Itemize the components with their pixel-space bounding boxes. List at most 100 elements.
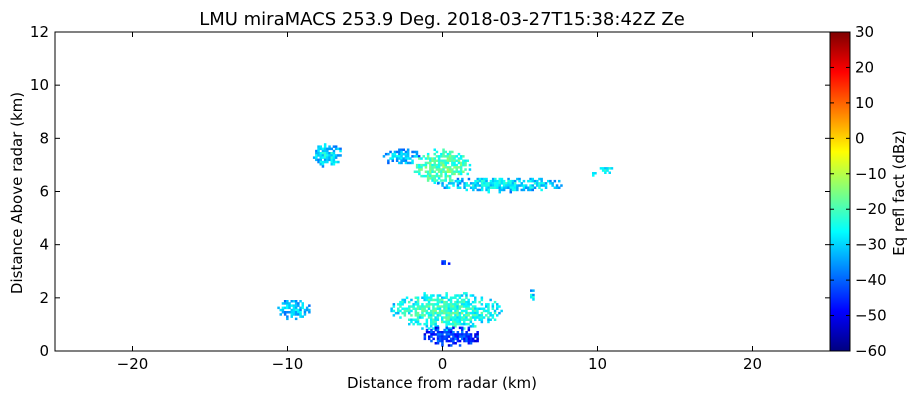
echo-cell: [549, 182, 552, 185]
echo-cell: [505, 184, 508, 187]
echo-cell: [474, 314, 477, 317]
echo-cell: [430, 325, 433, 328]
echo-cell: [434, 325, 437, 328]
echo-cell: [292, 300, 296, 303]
echo-cell: [446, 166, 450, 169]
echo-cell: [456, 311, 459, 315]
echo-cell: [474, 311, 477, 315]
echo-cell: [449, 327, 453, 330]
echo-cell: [478, 314, 481, 317]
echo-cell: [429, 157, 432, 160]
echo-cell: [456, 300, 459, 304]
echo-cell: [467, 177, 471, 181]
echo-cell: [455, 168, 458, 171]
echo-cell: [410, 298, 413, 302]
echo-cell: [412, 322, 415, 326]
echo-cell: [414, 318, 418, 321]
echo-region: [592, 172, 597, 177]
echo-cell: [447, 314, 451, 317]
echo-cell: [465, 184, 468, 187]
echo-cell: [456, 303, 459, 306]
echo-cell: [451, 163, 454, 167]
echo-cell: [294, 306, 298, 310]
echo-cell: [487, 320, 490, 324]
echo-cell: [399, 305, 402, 308]
echo-cell: [290, 311, 293, 314]
echo-cell: [445, 333, 449, 336]
echo-cell: [463, 320, 466, 324]
echo-cell: [452, 331, 455, 334]
echo-cell: [444, 172, 447, 176]
echo-cell: [437, 163, 441, 167]
echo-cell: [442, 161, 445, 165]
echo-cell: [414, 303, 418, 306]
echo-cell: [403, 309, 407, 313]
echo-cell: [294, 304, 298, 307]
echo-cell: [509, 179, 512, 183]
echo-cell: [387, 159, 390, 162]
echo-cell: [454, 179, 457, 183]
echo-cell: [511, 179, 515, 183]
echo-region: [312, 143, 342, 168]
echo-cell: [430, 303, 433, 306]
echo-cell: [458, 305, 462, 308]
echo-cell: [419, 316, 422, 319]
echo-cell: [431, 157, 434, 160]
echo-cell: [443, 260, 446, 263]
echo-cell: [465, 311, 468, 315]
echo-cell: [283, 311, 287, 314]
echo-cell: [453, 159, 456, 162]
echo-cell: [474, 335, 477, 338]
echo-cell: [463, 292, 466, 295]
echo-cell: [436, 300, 440, 304]
echo-cell: [529, 186, 532, 189]
echo-cell: [431, 166, 434, 169]
echo-cell: [442, 152, 445, 156]
echo-cell: [440, 163, 443, 167]
echo-cell: [424, 170, 428, 173]
echo-cell: [467, 335, 471, 338]
echo-cell: [444, 161, 447, 165]
echo-cell: [469, 320, 473, 324]
echo-cell: [444, 163, 447, 167]
echo-cell: [454, 322, 457, 326]
echo-cell: [465, 305, 468, 308]
echo-cell: [529, 188, 532, 192]
echo-cell: [496, 182, 499, 185]
echo-cell: [498, 311, 501, 315]
echo-cell: [288, 302, 291, 305]
echo-cell: [434, 318, 437, 321]
echo-cell: [531, 184, 534, 187]
echo-cell: [472, 337, 475, 341]
echo-cell: [449, 318, 453, 321]
echo-cell: [511, 186, 515, 189]
echo-cell: [279, 313, 282, 316]
echo-cell: [451, 159, 454, 162]
echo-cell: [323, 145, 327, 148]
echo-cell: [516, 177, 519, 181]
echo-cell: [533, 179, 537, 183]
echo-cell: [452, 305, 455, 308]
echo-cell: [294, 311, 298, 314]
echo-cell: [494, 182, 497, 185]
echo-cell: [592, 172, 595, 175]
echo-cell: [286, 315, 289, 318]
echo-cell: [423, 294, 426, 297]
echo-cell: [518, 177, 521, 181]
echo-cell: [425, 296, 429, 299]
echo-cell: [551, 182, 554, 185]
echo-cell: [435, 172, 439, 176]
echo-cell: [516, 186, 519, 189]
echo-cell: [469, 294, 473, 297]
echo-cell: [337, 154, 340, 157]
echo-cell: [406, 152, 410, 156]
echo-cell: [464, 161, 467, 165]
y-tick-label: 6: [39, 183, 49, 201]
echo-cell: [461, 179, 464, 183]
echo-cell: [474, 309, 477, 313]
echo-cell: [425, 328, 429, 332]
echo-cell: [387, 152, 390, 156]
echo-cell: [522, 179, 526, 183]
echo-cell: [429, 161, 432, 165]
echo-cell: [441, 318, 444, 321]
